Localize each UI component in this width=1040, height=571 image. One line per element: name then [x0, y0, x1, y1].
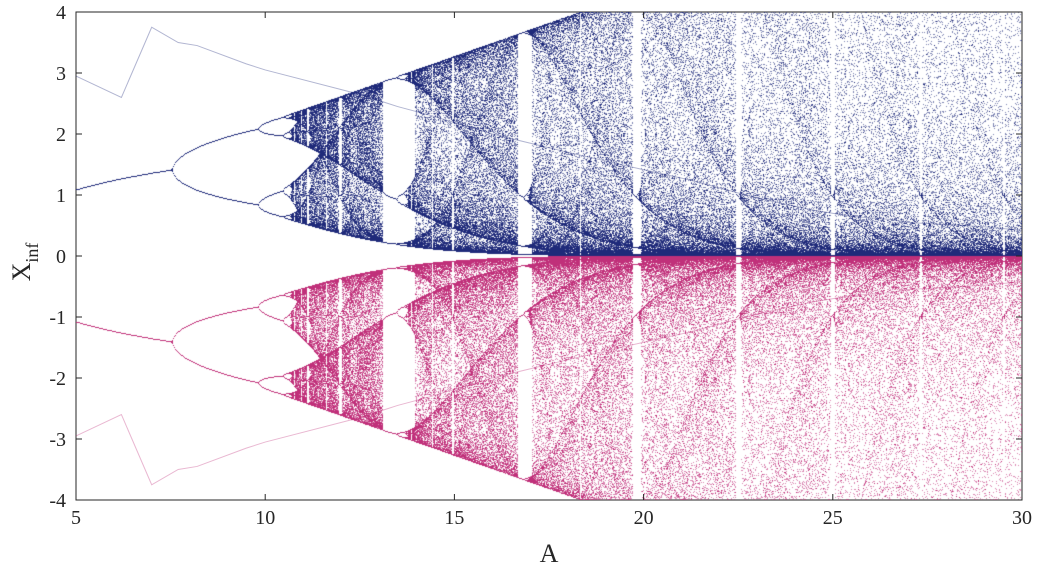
scatter-points — [76, 12, 1022, 500]
series-0-envelope — [75, 26, 1023, 231]
y-tick-label: -2 — [49, 368, 66, 390]
y-axis-label-main: X — [7, 262, 36, 281]
y-axis-label-sub: inf — [22, 243, 42, 263]
svg-text:Xinf: Xinf — [7, 243, 42, 282]
x-tick-label: 20 — [634, 507, 654, 529]
y-tick-label: -1 — [49, 307, 66, 329]
y-tick-label: 4 — [56, 2, 66, 24]
y-tick-label: 3 — [56, 63, 66, 85]
y-tick-label: 2 — [56, 124, 66, 146]
x-axis-label: A — [540, 539, 559, 568]
x-tick-label: 10 — [255, 507, 275, 529]
y-axis: -4 -3 -2 -1 0 1 2 3 4 — [49, 2, 1022, 512]
series-1-envelope — [75, 281, 1023, 486]
x-tick-label: 30 — [1012, 507, 1032, 529]
y-tick-label: 0 — [56, 246, 66, 268]
y-axis-label: Xinf — [7, 243, 42, 282]
y-tick-label: -4 — [49, 490, 66, 512]
x-tick-label: 5 — [71, 507, 81, 529]
y-tick-label: -3 — [49, 429, 66, 451]
y-tick-label: 1 — [56, 185, 66, 207]
x-tick-label: 15 — [444, 507, 464, 529]
x-axis: 5 10 15 20 25 30 — [71, 12, 1032, 529]
plot-area — [75, 11, 1023, 501]
branch-lines — [75, 26, 1023, 486]
x-tick-label: 25 — [823, 507, 843, 529]
